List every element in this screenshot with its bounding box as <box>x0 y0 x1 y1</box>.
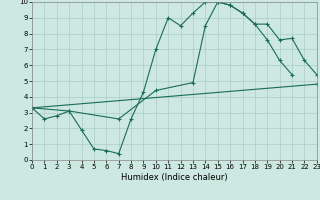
X-axis label: Humidex (Indice chaleur): Humidex (Indice chaleur) <box>121 173 228 182</box>
